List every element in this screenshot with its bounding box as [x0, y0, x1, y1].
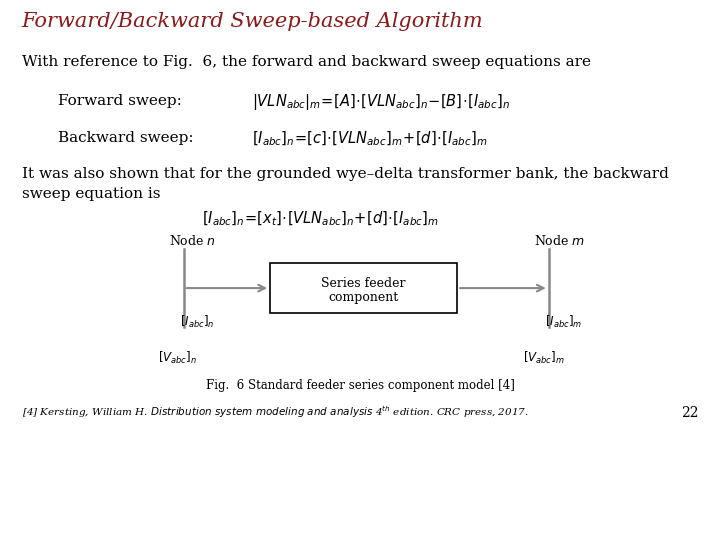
Text: Backward sweep:: Backward sweep:	[58, 132, 193, 145]
Text: $|VLN_{abc}|_m\!=\![A]\!\cdot\![VLN_{abc}]_n\!-\![B]\!\cdot\![I_{abc}]_n$: $|VLN_{abc}|_m\!=\![A]\!\cdot\![VLN_{abc…	[252, 92, 510, 112]
Text: [4] Kersting, William H. $\it{Distribution\ system\ modeling\ and\ analysis}$ 4$: [4] Kersting, William H. $\it{Distributi…	[22, 404, 528, 420]
Text: With reference to Fig. 6, the forward and backward sweep equations are: With reference to Fig. 6, the forward an…	[22, 55, 590, 69]
Text: Series feeder: Series feeder	[321, 276, 406, 289]
Text: $[I_{abc}]_n\!=\![x_t]\!\cdot\![VLN_{abc}]_n\!+\![d]\!\cdot\![I_{abc}]_m$: $[I_{abc}]_n\!=\![x_t]\!\cdot\![VLN_{abc…	[202, 210, 438, 228]
Text: Fig. 6 Standard feeder series component model [4]: Fig. 6 Standard feeder series component …	[206, 379, 514, 392]
Text: Forward/Backward Sweep-based Algorithm: Forward/Backward Sweep-based Algorithm	[22, 12, 483, 31]
Text: 22: 22	[681, 406, 698, 420]
Text: Node $m$: Node $m$	[534, 234, 585, 248]
Text: $[I_{abc}]_m$: $[I_{abc}]_m$	[545, 314, 582, 330]
Text: $[I_{abc}]_n$: $[I_{abc}]_n$	[180, 314, 215, 330]
Text: Node $n$: Node $n$	[169, 234, 216, 248]
Text: Forward sweep:: Forward sweep:	[58, 93, 181, 107]
Text: component: component	[328, 292, 399, 305]
Text: $[V_{abc}]_n$: $[V_{abc}]_n$	[158, 350, 197, 366]
Text: Iowa State University: Iowa State University	[50, 507, 266, 525]
Text: $[I_{abc}]_n\!=\![c]\!\cdot\![VLN_{abc}]_m\!+\![d]\!\cdot\![I_{abc}]_m$: $[I_{abc}]_n\!=\![c]\!\cdot\![VLN_{abc}]…	[252, 130, 487, 148]
Text: $[V_{abc}]_m$: $[V_{abc}]_m$	[523, 350, 565, 366]
Text: It was also shown that for the grounded wye–delta transformer bank, the backward: It was also shown that for the grounded …	[22, 167, 668, 181]
Text: sweep equation is: sweep equation is	[22, 187, 160, 201]
